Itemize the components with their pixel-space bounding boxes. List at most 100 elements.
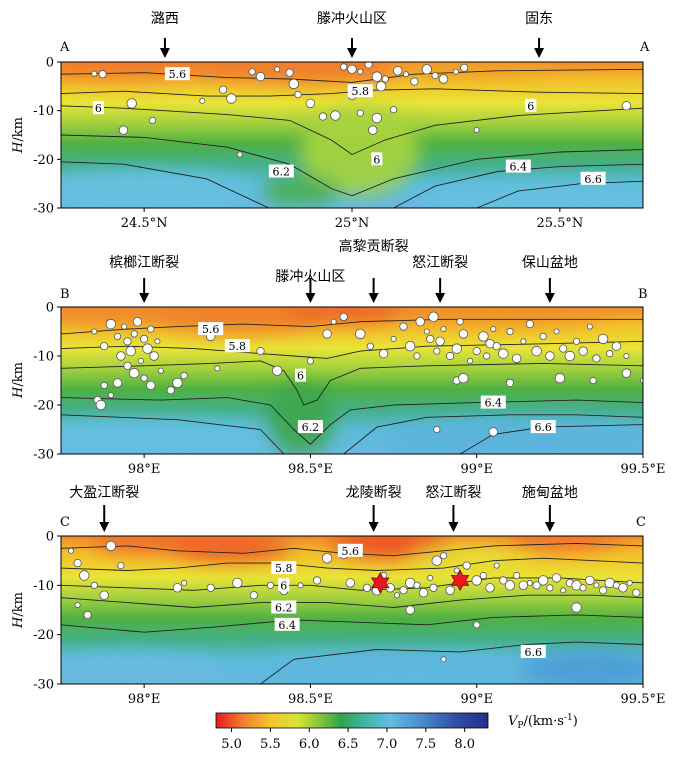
contour-label: 6 [297, 370, 304, 383]
earthquake-point [83, 610, 92, 620]
colorbar-tick-label: 7.0 [377, 737, 398, 752]
earthquake-point [504, 580, 516, 591]
earthquake-point [393, 66, 403, 76]
earthquake-point [592, 354, 601, 363]
earthquake-point [330, 110, 341, 121]
contour-label: 5.6 [169, 68, 187, 81]
panel-a-ylabel: H/km [11, 117, 26, 154]
earthquake-point [126, 98, 137, 109]
earthquake-point [266, 581, 275, 589]
annotation-arrow-head [99, 522, 110, 532]
earthquake-point [597, 333, 609, 345]
earthquake-point [100, 342, 109, 351]
contour-label: 6 [373, 153, 380, 166]
panel-a-label-right: A [639, 40, 650, 55]
contour-line-5-6 [61, 318, 643, 335]
earthquake-point [431, 72, 439, 80]
y-tick-label: -30 [33, 678, 54, 693]
earthquake-point [371, 112, 383, 124]
y-tick-label: 0 [46, 301, 54, 316]
earthquake-point [371, 71, 383, 82]
earthquake-point [402, 71, 409, 78]
colorbar-tick-label: 6.0 [299, 737, 320, 752]
panel-a-axes: 0 -10 -20 -30 24.5°N 25°N 25.5°N [33, 56, 583, 232]
earthquake-point [518, 580, 529, 591]
contour-label-box [520, 644, 546, 658]
earthquake-point [393, 592, 400, 599]
earthquake-point [439, 552, 448, 560]
panel-c-frame [60, 535, 644, 685]
contour-label-box [164, 67, 190, 81]
earthquake-point [460, 63, 469, 72]
earthquake-point [356, 109, 364, 117]
earthquake-point [410, 77, 419, 86]
annotation-arrow-head [368, 522, 379, 532]
earthquake-point [199, 97, 206, 104]
earthquake-point [473, 621, 481, 629]
annotation-arrow-head [305, 293, 316, 303]
earthquake-point [520, 338, 527, 345]
earthquake-point [640, 377, 643, 384]
earthquake-point [512, 571, 521, 580]
earthquake-point [375, 81, 387, 92]
earthquake-point [593, 582, 600, 589]
x-tick-label: 99.5°E [621, 462, 666, 477]
annotation-arrow-head [347, 48, 357, 58]
y-tick-label: 0 [46, 56, 54, 71]
contour-line-6-4 [61, 414, 285, 454]
earthquake-point [611, 341, 622, 351]
surface-annotation-label: 高黎贡断裂 [339, 238, 409, 255]
earthquake-point [471, 575, 482, 586]
earthquake-point [91, 328, 98, 335]
contour-line-6-6 [476, 180, 643, 208]
surface-annotation-label: 大盈江断裂 [69, 485, 139, 501]
x-tick-label: 99°E [460, 692, 493, 707]
earthquake-point [423, 328, 430, 335]
earthquake-point [318, 112, 327, 121]
panel-a-earthquakes [91, 62, 632, 158]
earthquake-point [488, 427, 499, 437]
contour-label: 6.4 [485, 397, 503, 410]
earthquake-point [339, 312, 348, 321]
earthquake-point [560, 587, 567, 594]
earthquake-point [531, 345, 542, 357]
earthquake-point [118, 125, 129, 135]
annotation-arrow-head [544, 293, 555, 303]
surface-annotation-label: 施甸盆地 [522, 485, 578, 501]
contour-label-box [580, 171, 606, 185]
earthquake-point [105, 540, 117, 552]
earthquake-point [285, 68, 294, 77]
earthquake-point [68, 547, 75, 554]
x-tick-label: 98°E [128, 462, 161, 477]
y-tick-label: -20 [33, 628, 54, 643]
earthquake-point [157, 367, 164, 374]
contour-label-box [337, 543, 363, 557]
earthquake-point [117, 561, 125, 570]
earthquake-point [232, 577, 243, 589]
panel-b-frame [60, 306, 644, 455]
earthquake-point [589, 376, 597, 385]
x-tick-label: 98.5°E [288, 692, 333, 707]
contour-label: 6.4 [510, 161, 528, 174]
annotation-arrow-head [534, 48, 545, 58]
contour-label-box [525, 98, 537, 112]
earthquake-point [172, 377, 183, 389]
earthquake-point [626, 579, 633, 586]
earthquake-point [452, 68, 459, 75]
contour-line-6-4 [393, 163, 643, 208]
contour-label: 5.8 [229, 340, 247, 353]
earthquake-point [112, 378, 123, 388]
contour-label-box [480, 395, 506, 409]
x-tick-label: 25.5°N [536, 216, 583, 231]
surface-annotation-label: 槟榔江断裂 [109, 255, 179, 271]
panel-a-contours [61, 68, 643, 208]
earthquake-point [505, 378, 515, 387]
contour-label-box [530, 420, 556, 434]
earthquake-point [445, 351, 455, 361]
contour-label: 5.8 [275, 562, 293, 575]
x-tick-label: 98.5°E [288, 462, 333, 477]
contour-label: 6.2 [273, 166, 291, 179]
mainshock-star [450, 569, 470, 592]
